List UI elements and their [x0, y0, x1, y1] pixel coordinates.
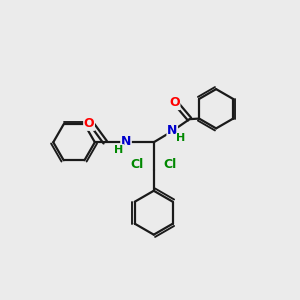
Text: Cl: Cl	[164, 158, 177, 171]
Text: O: O	[84, 117, 94, 130]
Text: N: N	[167, 124, 177, 137]
Text: H: H	[176, 133, 185, 143]
Text: N: N	[121, 135, 131, 148]
Text: Cl: Cl	[130, 158, 144, 171]
Text: O: O	[169, 97, 180, 110]
Text: H: H	[115, 145, 124, 155]
